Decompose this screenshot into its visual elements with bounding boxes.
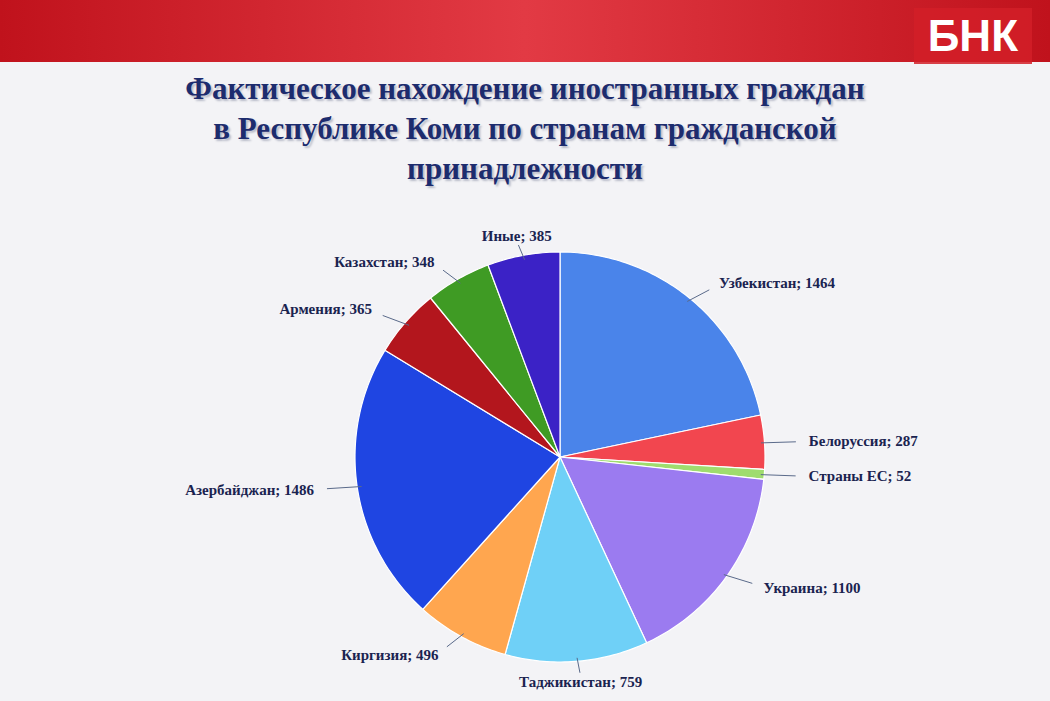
svg-text:Узбекистан; 1464: Узбекистан; 1464 bbox=[719, 275, 836, 291]
svg-text:Страны ЕС; 52: Страны ЕС; 52 bbox=[809, 468, 912, 484]
svg-text:Азербайджан; 1486: Азербайджан; 1486 bbox=[185, 482, 314, 498]
svg-text:Иные; 385: Иные; 385 bbox=[482, 228, 552, 244]
html-text:Фактическое нахождение иностра: Фактическое нахождение иностранных гражд… bbox=[185, 71, 865, 186]
svg-text:Белоруссия; 287: Белоруссия; 287 bbox=[809, 433, 918, 449]
svg-text:Таджикистан; 759: Таджикистан; 759 bbox=[519, 674, 642, 690]
svg-text:Киргизия; 496: Киргизия; 496 bbox=[341, 647, 439, 663]
html-text:БНК: БНК bbox=[927, 11, 1018, 60]
svg-text:Казахстан; 348: Казахстан; 348 bbox=[334, 254, 434, 270]
svg-text:Армения; 365: Армения; 365 bbox=[279, 301, 371, 317]
svg-text:Украина; 1100: Украина; 1100 bbox=[764, 580, 861, 596]
